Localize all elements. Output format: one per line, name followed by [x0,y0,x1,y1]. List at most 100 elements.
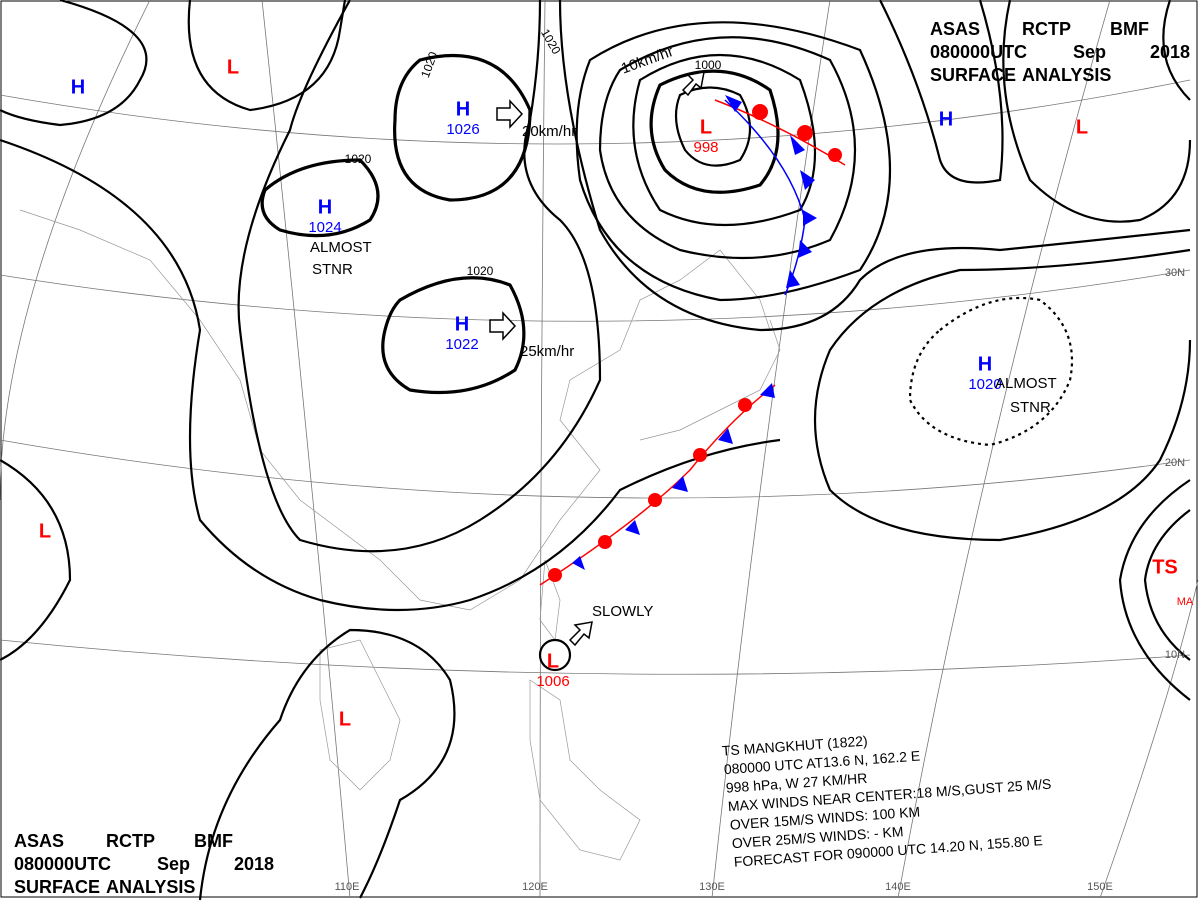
longitude-label: 130E [699,881,725,893]
center-symbol: L [227,56,239,78]
isobar [649,69,780,194]
isobar [674,86,751,167]
graticule [0,0,1199,899]
isobar [0,0,148,127]
meridian [0,0,151,501]
annotation: STNR [1010,399,1051,416]
front-symbol [598,535,612,549]
center-symbol: H [978,353,992,375]
isobar [381,276,526,395]
front-symbol [693,448,707,462]
isobar [598,36,856,260]
longitude-label: 110E [335,881,360,893]
front-symbol [548,568,562,582]
isobar-label: 1000 [695,58,722,72]
cold-front [724,99,806,296]
parallel [0,79,1191,145]
cold-front-symbols [572,383,775,570]
header-text: 080000UTC [14,854,111,874]
header-text: SURFACE [930,65,1016,85]
header-text: RCTP [106,831,155,851]
center-symbol: L [547,650,559,672]
center-symbol: H [318,196,332,218]
arrow [496,99,524,129]
center-value: 1020 [968,376,1001,393]
center-value: 1006 [536,673,569,690]
front-symbol [572,556,585,570]
annotation: 25km/hr [520,343,574,360]
parallel [0,439,1191,499]
center-symbol: L [39,520,51,542]
arrow [568,621,593,647]
front-symbol [797,125,813,141]
center-symbol: L [700,116,712,138]
labels: ASAS RCTP BMF 080000UTC Sep 2018 SURFACE ANALYS… [14,19,1194,897]
annotation: ALMOST [995,375,1057,392]
header-text: ASAS [14,831,64,851]
center-symbol: H [939,108,953,130]
front-symbol [752,104,768,120]
meridian [539,0,546,899]
isobar [260,158,380,238]
header-text: ANALYSIS [1022,65,1111,85]
latitude-label: 30N [1165,267,1185,279]
front-symbol [625,520,640,535]
header-text: ANALYSIS [106,877,195,897]
arrow [681,71,705,97]
header-text: BMF [1110,19,1149,39]
isobar [632,53,817,227]
coastlines [19,209,781,861]
meridian [897,0,1111,899]
annotation: 20km/hr [522,123,576,140]
header-text: 080000UTC [930,42,1027,62]
isobar [0,138,781,612]
front-symbol [760,383,775,398]
center-symbol: L [1076,116,1088,138]
annotation: STNR [312,261,353,278]
coast [639,319,781,441]
center-symbol: TS [1152,556,1178,578]
center-value: 1022 [445,336,478,353]
header-text: SURFACE [14,877,100,897]
coast [19,209,771,611]
annotation: SLOWLY [592,603,653,620]
motion-arrows [489,71,705,647]
coast [319,639,401,791]
isobar [1118,479,1191,701]
meridian [1099,579,1199,899]
longitude-label: 120E [522,881,548,893]
isobar-label: 1020 [467,264,494,278]
isobar [575,21,892,302]
isobar-dashed [908,296,1074,447]
front-symbol [648,493,662,507]
center-symbol: H [456,98,470,120]
parallel [0,639,1191,675]
front-symbol [672,476,688,492]
front-symbol [718,428,733,444]
fronts [539,95,846,586]
center-value: 1024 [308,219,341,236]
isobar [558,0,1191,332]
isobar [187,0,347,112]
annotation: ALMOST [310,239,372,256]
isobar [1002,0,1192,223]
isobar [879,0,1004,184]
isobar [1143,509,1191,661]
center-value: MA [1177,596,1194,608]
header-text: RCTP [1022,19,1071,39]
front-symbol [725,95,817,288]
header-text: BMF [194,831,233,851]
center-value: 998 [693,139,718,156]
center-symbol: H [71,76,85,98]
header-text: 2018 [1150,42,1190,62]
latitude-label: 20N [1165,457,1185,469]
latitude-label: 10N [1165,649,1185,661]
isobar [0,459,72,661]
header-text: Sep [157,854,190,874]
longitude-label: 140E [885,881,911,893]
warm-front-symbols [548,398,752,582]
isobars [0,0,1192,901]
map-frame [0,0,1198,898]
header-text: Sep [1073,42,1106,62]
